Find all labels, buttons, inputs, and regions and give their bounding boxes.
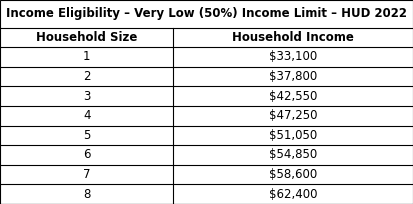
- Text: Household Size: Household Size: [36, 31, 138, 44]
- Text: 4: 4: [83, 109, 90, 122]
- Text: $62,400: $62,400: [269, 188, 318, 201]
- Text: $54,850: $54,850: [269, 149, 317, 161]
- Text: 3: 3: [83, 90, 90, 103]
- Text: Household Income: Household Income: [232, 31, 354, 44]
- Text: $33,100: $33,100: [269, 50, 317, 63]
- Text: 1: 1: [83, 50, 90, 63]
- Text: 7: 7: [83, 168, 90, 181]
- Text: $58,600: $58,600: [269, 168, 317, 181]
- Text: $37,800: $37,800: [269, 70, 317, 83]
- Text: $47,250: $47,250: [269, 109, 318, 122]
- Text: 6: 6: [83, 149, 90, 161]
- Text: $51,050: $51,050: [269, 129, 317, 142]
- Text: $42,550: $42,550: [269, 90, 318, 103]
- Text: 2: 2: [83, 70, 90, 83]
- Text: 8: 8: [83, 188, 90, 201]
- Text: 5: 5: [83, 129, 90, 142]
- Text: Income Eligibility – Very Low (50%) Income Limit – HUD 2022: Income Eligibility – Very Low (50%) Inco…: [6, 7, 407, 20]
